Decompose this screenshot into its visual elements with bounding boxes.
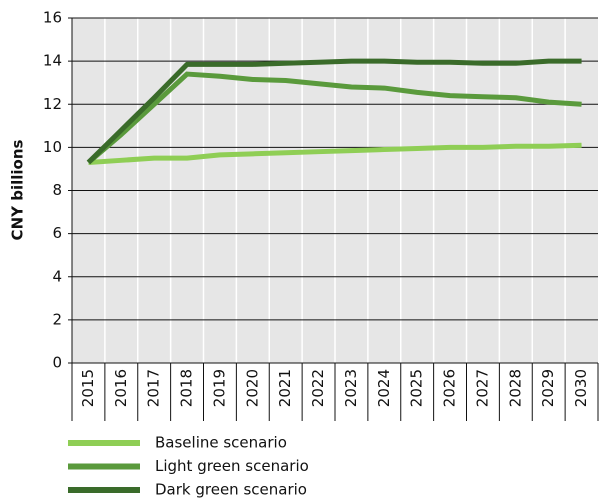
legend-label: Baseline scenario bbox=[155, 434, 287, 452]
x-tick-label: 2025 bbox=[408, 369, 426, 407]
y-tick-label: 8 bbox=[52, 181, 62, 199]
x-tick-label: 2027 bbox=[473, 369, 491, 407]
x-tick-label: 2023 bbox=[342, 369, 360, 407]
x-tick-label: 2021 bbox=[276, 369, 294, 407]
series-line bbox=[86, 58, 582, 165]
x-tick-label: 2026 bbox=[441, 369, 459, 407]
y-tick-label: 0 bbox=[52, 354, 62, 372]
series-line bbox=[88, 142, 582, 165]
y-tick-label: 16 bbox=[43, 9, 62, 27]
y-tick-label: 14 bbox=[43, 52, 62, 70]
x-tick-label: 2015 bbox=[79, 369, 97, 407]
x-tick-label: 2028 bbox=[506, 369, 524, 407]
legend-label: Light green scenario bbox=[155, 457, 309, 475]
y-tick-label: 4 bbox=[52, 267, 62, 285]
y-axis-label: CNY billions bbox=[9, 140, 27, 241]
series-line bbox=[86, 71, 582, 165]
x-tick-label: 2022 bbox=[309, 369, 327, 407]
y-tick-label: 12 bbox=[43, 95, 62, 113]
y-tick-label: 6 bbox=[52, 224, 62, 242]
x-tick-label: 2030 bbox=[572, 369, 590, 407]
legend-label: Dark green scenario bbox=[155, 481, 307, 499]
x-tick-label: 2018 bbox=[178, 369, 196, 407]
x-tick-label: 2016 bbox=[112, 369, 130, 407]
y-tick-label: 10 bbox=[43, 138, 62, 156]
y-tick-label: 2 bbox=[52, 310, 62, 328]
x-tick-label: 2029 bbox=[539, 369, 557, 407]
x-tick-label: 2024 bbox=[375, 369, 393, 407]
x-tick-label: 2019 bbox=[210, 369, 228, 407]
x-tick-label: 2020 bbox=[243, 369, 261, 407]
x-tick-label: 2017 bbox=[145, 369, 163, 407]
